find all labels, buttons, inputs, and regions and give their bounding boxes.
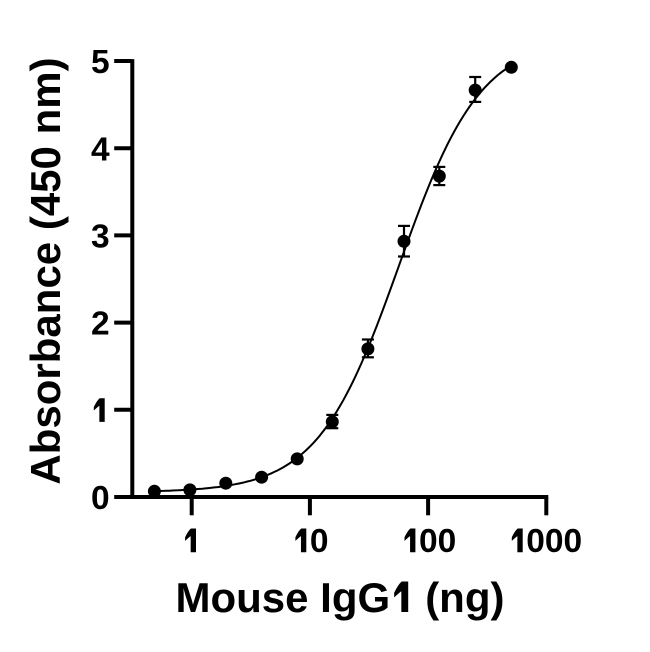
svg-text:Absorbance (450 nm): Absorbance (450 nm) <box>22 57 69 484</box>
svg-text:0: 0 <box>91 480 110 517</box>
svg-text:0: 0 <box>310 523 329 560</box>
svg-text:2: 2 <box>91 306 110 343</box>
svg-text:00: 00 <box>419 523 456 560</box>
svg-text:4: 4 <box>91 131 110 168</box>
svg-text:3: 3 <box>91 219 110 256</box>
svg-text:Mouse IgG: Mouse IgG <box>176 574 391 621</box>
svg-text:000: 000 <box>526 523 582 560</box>
svg-text:5: 5 <box>91 44 110 81</box>
svg-text:(ng): (ng) <box>425 574 504 621</box>
